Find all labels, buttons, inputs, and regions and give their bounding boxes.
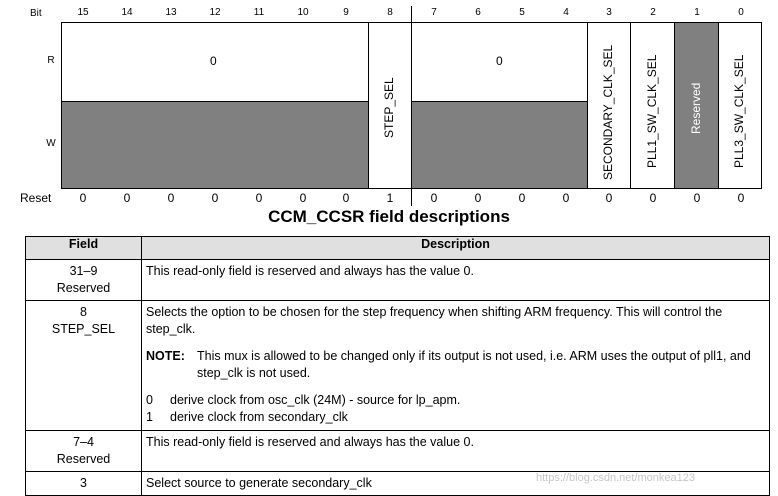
field-bits: 3 [80,476,87,490]
field-pll3-sw-clk-sel-label: PLL3_SW_CLK_SEL [732,54,746,168]
table-row: 7–4 Reserved This read-only field is res… [25,430,770,472]
bit-number: 0 [738,7,744,18]
description-cell: This read-only field is reserved and alw… [141,259,770,301]
bit-number: 4 [563,7,569,18]
bit-number: 3 [606,7,612,18]
bit-number: 9 [343,7,349,18]
note-block: NOTE: This mux is allowed to be changed … [146,348,763,382]
register-diagram: Bit 15 14 13 12 11 10 9 8 7 6 5 4 3 2 1 … [0,0,778,210]
bit-number: 2 [650,7,656,18]
option-text: derive clock from osc_clk (24M) - source… [170,393,461,407]
table-header-row: Field Description [25,236,770,260]
field-pll3-sw-clk-sel [718,22,762,189]
row-label-read: R [47,55,55,66]
note-text: This mux is allowed to be changed only i… [197,349,751,380]
bit-number: 15 [77,7,89,18]
description-cell: Select source to generate secondary_clk [141,471,770,496]
bit-number: 13 [165,7,177,18]
reset-value: 0 [342,191,350,205]
reset-value: 0 [255,191,263,205]
field-cell: 31–9 Reserved [25,259,142,301]
option-list: 0 derive clock from osc_clk (24M) - sour… [146,392,763,426]
bit-number: 6 [475,7,481,18]
watermark: https://blog.csdn.net/monkea123 [536,472,695,484]
description-text: Select source to generate secondary_clk [146,476,372,490]
section-title: CCM_CCSR field descriptions [268,207,510,226]
bit-number: 12 [209,7,221,18]
field-bits: 8 [80,305,87,319]
reset-value: 0 [123,191,131,205]
reset-value: 0 [737,191,745,205]
reset-value: 0 [430,191,438,205]
bit-number: 14 [121,7,133,18]
reset-value: 0 [693,191,701,205]
description-cell: This read-only field is reserved and alw… [141,430,770,472]
field-pll1-sw-clk-sel [630,22,675,189]
field-bits: 31–9 [69,264,98,278]
table-row: 8 STEP_SEL Selects the option to be chos… [25,300,770,431]
description-cell: Selects the option to be chosen for the … [141,300,770,431]
bit-number: 10 [297,7,309,18]
option-item: 1 derive clock from secondary_clk [146,409,763,426]
field-bits: 7–4 [73,435,94,449]
field-pll1-sw-clk-sel-label: PLL1_SW_CLK_SEL [645,54,659,168]
reset-value: 0 [605,191,613,205]
reset-value: 0 [649,191,657,205]
option-key: 1 [146,410,153,424]
reset-value: 1 [386,191,394,205]
reset-label: Reset [20,191,52,205]
reserved-low-write [411,101,588,189]
field-name: Reserved [56,452,111,466]
reserved-high-read [61,22,369,102]
bit-number: 11 [253,7,265,18]
row-label-write: W [46,138,56,149]
note-label: NOTE: [146,349,185,363]
reset-value: 0 [79,191,87,205]
bit-number: 1 [694,7,700,18]
reset-value: 0 [518,191,526,205]
bit-divider-top [411,6,412,22]
reset-value: 0 [299,191,307,205]
field-name: STEP_SEL [51,322,116,336]
field-step-sel-label: STEP_SEL [382,77,396,138]
description-text: This read-only field is reserved and alw… [146,264,474,278]
table-row: 3 Select source to generate secondary_cl… [25,471,770,496]
reset-value: 0 [474,191,482,205]
bit-number: 8 [387,7,393,18]
description-text: Selects the option to be chosen for the … [146,305,723,336]
header-description: Description [141,236,770,260]
field-secondary-clk-sel-label: SECONDARY_CLK_SEL [601,44,615,180]
table-row: 31–9 Reserved This read-only field is re… [25,259,770,301]
field-cell: 7–4 Reserved [25,430,142,472]
reset-value: 0 [562,191,570,205]
reset-value: 0 [167,191,175,205]
option-item: 0 derive clock from osc_clk (24M) - sour… [146,392,763,409]
description-text: This read-only field is reserved and alw… [146,435,474,449]
bit-number: 5 [519,7,525,18]
field-description-table: Field Description 31–9 Reserved This rea… [25,236,770,496]
field-cell: 8 STEP_SEL [25,300,142,431]
reserved-high-write [61,101,369,189]
field-cell: 3 [25,471,142,496]
option-text: derive clock from secondary_clk [170,410,348,424]
bit-header: Bit [30,8,42,19]
bit-divider-bottom [411,188,412,206]
field-name: Reserved [56,281,111,295]
field-step-sel [368,22,412,189]
header-field: Field [25,236,142,260]
field-reserved-bit1-label: Reserved [689,82,703,134]
reserved-low-value: 0 [496,54,503,68]
reserved-high-value: 0 [210,54,217,68]
bit-number: 7 [431,7,437,18]
option-key: 0 [146,393,153,407]
reset-value: 0 [211,191,219,205]
